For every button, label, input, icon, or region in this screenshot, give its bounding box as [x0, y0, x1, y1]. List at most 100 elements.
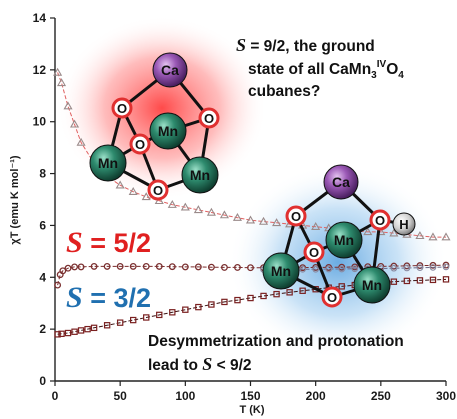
- series-3-point: [143, 314, 150, 321]
- series-3-point: [103, 322, 111, 329]
- series-3-point: [403, 277, 411, 285]
- manganese-label: Mn: [98, 155, 118, 171]
- x-axis-label: T (K): [239, 404, 264, 416]
- series-2-point: [325, 265, 333, 273]
- y-tick-label: 8: [39, 167, 46, 181]
- series-3-point: [54, 331, 61, 338]
- calcium-label: Ca: [161, 62, 179, 78]
- manganese-atom: [262, 252, 300, 290]
- series-0-point: [53, 67, 63, 76]
- series-1-point: [77, 263, 85, 271]
- hydrogen-label: H: [399, 217, 408, 232]
- label-s-3-2: S = 3/2: [66, 281, 151, 314]
- red-cubane: Ca Mn Mn Mn O O O O: [89, 52, 220, 201]
- series-3-point: [90, 324, 98, 332]
- oxygen-label: O: [117, 101, 127, 116]
- series-3-point: [286, 289, 293, 296]
- y-tick-label: 0: [39, 374, 46, 388]
- series-0-point: [389, 228, 399, 237]
- series-1-point: [155, 262, 163, 270]
- series-3-point: [169, 309, 176, 316]
- series-1-point: [220, 263, 228, 271]
- series-0-point: [56, 78, 67, 87]
- oxygen-atom: [147, 179, 169, 201]
- x-tick-label: 150: [240, 389, 260, 403]
- series-3-point: [58, 330, 65, 338]
- series-3-point: [260, 292, 267, 300]
- oxygen-label: O: [153, 183, 163, 198]
- manganese-atom: [89, 144, 127, 182]
- oxygen-label: O: [204, 111, 214, 126]
- series-1-point: [168, 263, 176, 271]
- series-2-point: [429, 264, 437, 271]
- series-3-point: [64, 329, 72, 337]
- annotation-s92-line3: cubanes?: [248, 83, 320, 100]
- blue-glow: [228, 164, 448, 360]
- series-1-point: [90, 262, 98, 270]
- oxygen-atom: [129, 133, 151, 155]
- oxygen-atom: [285, 205, 307, 227]
- series-0-point: [128, 187, 138, 195]
- blue-cubane: Ca Mn Mn Mn H O O O O: [262, 164, 416, 308]
- y-tick-label: 6: [39, 218, 46, 232]
- oxygen-label: O: [291, 209, 301, 224]
- series-0-point: [180, 202, 190, 211]
- series-2-point: [312, 265, 320, 273]
- series-0-point: [428, 232, 438, 241]
- y-tick-label: 4: [39, 270, 46, 284]
- series-0-point: [219, 210, 229, 219]
- series-2-point: [299, 265, 306, 273]
- manganese-label: Mn: [158, 123, 178, 139]
- series-3-point: [299, 287, 306, 294]
- series-3-point: [390, 278, 398, 285]
- series-2-point: [416, 264, 424, 272]
- series-0-point: [206, 207, 216, 216]
- series-3-point: [77, 327, 85, 334]
- series-0-point: [115, 180, 125, 189]
- annotation-s92: S = 9/2, the ground state of all CaMn3IV…: [236, 35, 404, 100]
- series-1-point: [71, 263, 78, 271]
- y-axis-label: χT (emu K mol⁻¹): [9, 155, 21, 244]
- manganese-atom: [181, 156, 219, 194]
- oxygen-atom: [198, 107, 220, 129]
- y-tick-label: 2: [39, 322, 46, 336]
- series-1-point: [64, 264, 72, 272]
- series-1-point: [142, 262, 150, 270]
- y-tick-label: 14: [33, 11, 47, 25]
- y-tick-label: 12: [33, 63, 47, 77]
- series-1-point: [103, 262, 111, 270]
- series-2-point: [390, 264, 398, 272]
- annotation-bottom-line1: Desymmetrization and protonation: [148, 333, 404, 350]
- series-0-point: [441, 232, 451, 241]
- ticks: 0 50 100 150 200 250 300 0 2 4 6 8 10 12 14: [33, 11, 457, 403]
- oxygen-label: O: [375, 213, 385, 228]
- manganese-label: Mn: [271, 263, 291, 279]
- series-2-point: [351, 265, 359, 273]
- x-tick-label: 50: [113, 389, 127, 403]
- series-3-point: [71, 328, 78, 335]
- series-1-point: [181, 263, 189, 271]
- x-tick-label: 0: [52, 389, 59, 403]
- series-1-point: [116, 262, 124, 270]
- series-0-point: [70, 119, 80, 128]
- oxygen-atom: [111, 97, 133, 119]
- oxygen-atom: [303, 241, 325, 263]
- manganese-label: Mn: [362, 277, 382, 293]
- hydrogen-atom: [392, 212, 416, 236]
- series-3-point: [195, 303, 202, 311]
- manganese-label: Mn: [190, 167, 210, 183]
- series-2-point: [338, 265, 346, 273]
- series-3-point: [442, 276, 450, 283]
- series-3-point: [84, 325, 91, 333]
- x-tick-label: 300: [436, 389, 456, 403]
- annotation-s92-line1: S = 9/2, the ground: [236, 35, 375, 55]
- series-1-point: [234, 263, 241, 271]
- label-s-5-2: S = 5/2: [66, 226, 151, 259]
- series-0-point: [167, 199, 177, 208]
- series-3-point: [156, 311, 163, 319]
- series-1-point: [416, 262, 424, 270]
- manganese-atom: [353, 266, 391, 304]
- series-3-point: [416, 277, 424, 284]
- y-tick-label: 10: [33, 115, 47, 129]
